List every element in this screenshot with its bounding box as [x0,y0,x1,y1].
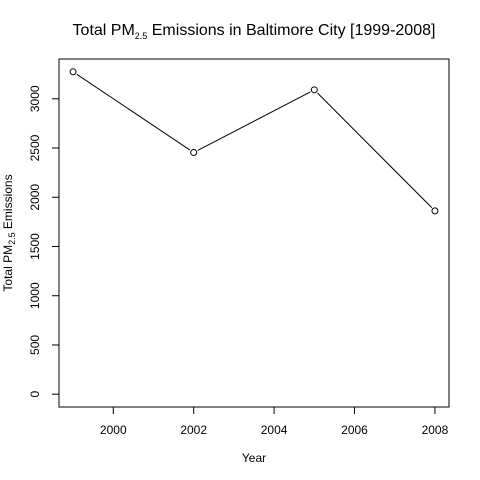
x-tick-label: 2002 [180,423,207,437]
x-tick-label: 2000 [100,423,127,437]
y-tick-label: 2500 [28,134,42,161]
chart-title-main: Total PM [73,22,135,39]
x-tick-label: 2008 [422,423,449,437]
y-tick-label: 2000 [28,184,42,211]
series-line-segment [76,73,191,151]
series-emissions [69,68,439,215]
x-tick-label: 2006 [341,423,368,437]
data-point [69,68,77,76]
x-tick-label: 2004 [261,423,288,437]
data-point [431,207,439,215]
data-point [190,149,198,157]
plot-frame [58,58,450,408]
y-tick-label: 1500 [28,233,42,260]
y-axis-label: Total PM2.5 Emissions [1,174,17,291]
y-tick-label: 3000 [28,85,42,112]
y-axis-label-rest: Emissions [1,174,15,232]
y-tick-label: 0 [28,391,42,398]
y-axis-label-main: Total PM [1,245,15,292]
y-axis-label-subscript: 2.5 [7,232,17,245]
y-tick-label: 500 [28,335,42,355]
y-tick-label: 1000 [28,282,42,309]
x-axis: 2000 2002 2004 2006 2008 [100,407,449,437]
data-point [310,86,318,94]
series-line-segment [317,92,433,209]
chart-title: Total PM2.5 Emissions in Baltimore City … [73,22,436,41]
y-axis: 0 500 1000 1500 2000 2500 3000 [28,85,59,398]
chart-title-rest: Emissions in Baltimore City [1999-2008] [147,22,435,39]
chart-title-subscript: 2.5 [135,31,148,41]
x-axis-label: Year [242,451,266,465]
series-line-segment [197,91,311,151]
